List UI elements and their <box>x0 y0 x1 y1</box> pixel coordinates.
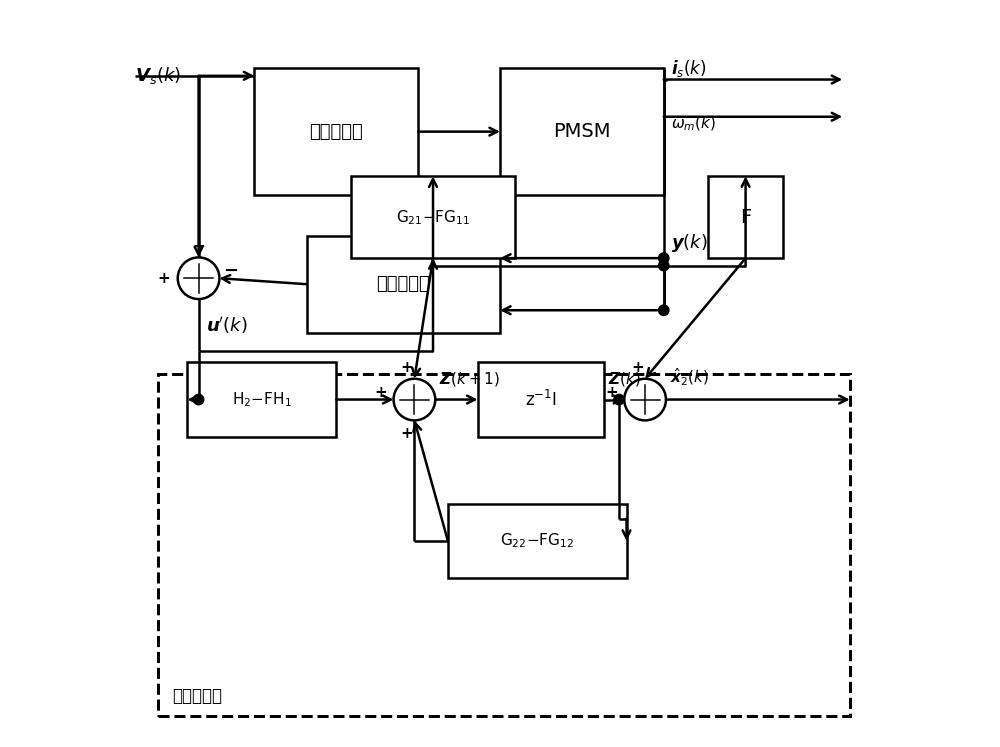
Bar <box>307 236 500 332</box>
Text: PMSM: PMSM <box>553 122 611 141</box>
Text: $\boldsymbol{y}(k)$: $\boldsymbol{y}(k)$ <box>671 232 708 255</box>
Text: G$_{21}$−FG$_{11}$: G$_{21}$−FG$_{11}$ <box>396 208 470 226</box>
Circle shape <box>659 305 669 315</box>
Text: +: + <box>192 239 205 254</box>
Text: −: − <box>223 261 238 280</box>
Text: $\boldsymbol{Z}(k)$: $\boldsymbol{Z}(k)$ <box>608 371 641 388</box>
Bar <box>500 69 664 195</box>
Text: $\boldsymbol{u}'(k)$: $\boldsymbol{u}'(k)$ <box>206 315 248 336</box>
Text: $\boldsymbol{V}_s(k)$: $\boldsymbol{V}_s(k)$ <box>135 65 181 87</box>
Text: +: + <box>401 427 413 441</box>
Bar <box>351 176 515 258</box>
Bar <box>448 503 627 578</box>
Bar <box>187 362 336 437</box>
Text: +: + <box>375 385 388 400</box>
Text: +: + <box>606 385 618 400</box>
Circle shape <box>193 394 204 405</box>
Text: $\boldsymbol{i}_s(k)$: $\boldsymbol{i}_s(k)$ <box>671 58 707 79</box>
Text: $\boldsymbol{Z}(k+1)$: $\boldsymbol{Z}(k+1)$ <box>439 371 500 388</box>
Circle shape <box>614 394 624 405</box>
Text: 降阶观测器: 降阶观测器 <box>173 686 223 704</box>
Text: F: F <box>740 208 751 226</box>
Bar <box>254 69 418 195</box>
Text: z$^{-1}$I: z$^{-1}$I <box>525 389 557 409</box>
Bar <box>478 362 604 437</box>
Text: +: + <box>158 270 170 286</box>
Text: 反电势计算: 反电势计算 <box>376 275 430 293</box>
Circle shape <box>659 261 669 271</box>
Bar <box>158 374 850 716</box>
Bar <box>708 176 783 258</box>
Text: $\omega_m(k)$: $\omega_m(k)$ <box>671 115 716 134</box>
Text: H$_2$−FH$_1$: H$_2$−FH$_1$ <box>232 390 292 409</box>
Text: G$_{22}$−FG$_{12}$: G$_{22}$−FG$_{12}$ <box>500 532 574 551</box>
Text: $\hat{\boldsymbol{x}}_2(k)$: $\hat{\boldsymbol{x}}_2(k)$ <box>670 367 709 388</box>
Text: 三相逆变器: 三相逆变器 <box>309 123 363 140</box>
Text: +: + <box>631 360 644 375</box>
Circle shape <box>659 253 669 264</box>
Text: +: + <box>401 360 413 375</box>
